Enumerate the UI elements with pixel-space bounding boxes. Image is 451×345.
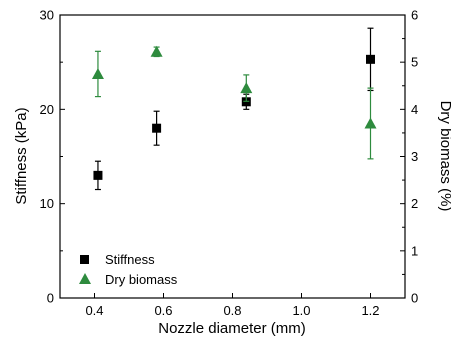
dry-biomass-point xyxy=(91,67,104,79)
x-tick-label: 0.4 xyxy=(85,303,103,318)
y2-tick-label: 4 xyxy=(411,102,418,117)
x-tick-label: 1.2 xyxy=(361,303,379,318)
y-tick-label: 0 xyxy=(47,291,54,306)
stiffness-point xyxy=(93,170,103,180)
legend-marker-dry-biomass xyxy=(79,273,91,284)
legend: Stiffness Dry biomass xyxy=(79,252,178,287)
legend-label-dry-biomass: Dry biomass xyxy=(105,272,178,287)
y2-tick-label: 5 xyxy=(411,55,418,70)
data-marks xyxy=(91,27,377,191)
y2-tick-label: 3 xyxy=(411,149,418,164)
x-tick-label: 0.8 xyxy=(223,303,241,318)
stiffness-point xyxy=(152,123,162,133)
y-axis-left: 0 10 20 30 xyxy=(40,8,65,306)
y-axis-right-title: Dry biomass (%) xyxy=(437,101,451,212)
y2-tick-label: 2 xyxy=(411,196,418,211)
legend-marker-stiffness xyxy=(80,255,89,264)
x-axis: 0.4 0.6 0.8 1.0 1.2 xyxy=(85,293,380,318)
y-axis-right: 0 1 2 3 4 5 6 xyxy=(400,8,418,306)
y2-tick-label: 0 xyxy=(411,291,418,306)
legend-label-stiffness: Stiffness xyxy=(105,252,155,267)
y2-tick-label: 1 xyxy=(411,243,418,258)
y2-tick-label: 6 xyxy=(411,8,418,23)
x-tick-label: 0.6 xyxy=(154,303,172,318)
y-tick-label: 20 xyxy=(40,102,54,117)
x-tick-label: 1.0 xyxy=(292,303,310,318)
x-axis-title: Nozzle diameter (mm) xyxy=(158,320,306,337)
y-tick-label: 30 xyxy=(40,8,54,23)
y-tick-label: 10 xyxy=(40,196,54,211)
dry-biomass-point xyxy=(150,45,163,57)
dry-biomass-point xyxy=(364,117,377,129)
dry-biomass-point xyxy=(240,82,253,94)
y-axis-left-title: Stiffness (kPa) xyxy=(13,107,30,204)
stiffness-point xyxy=(366,54,375,64)
